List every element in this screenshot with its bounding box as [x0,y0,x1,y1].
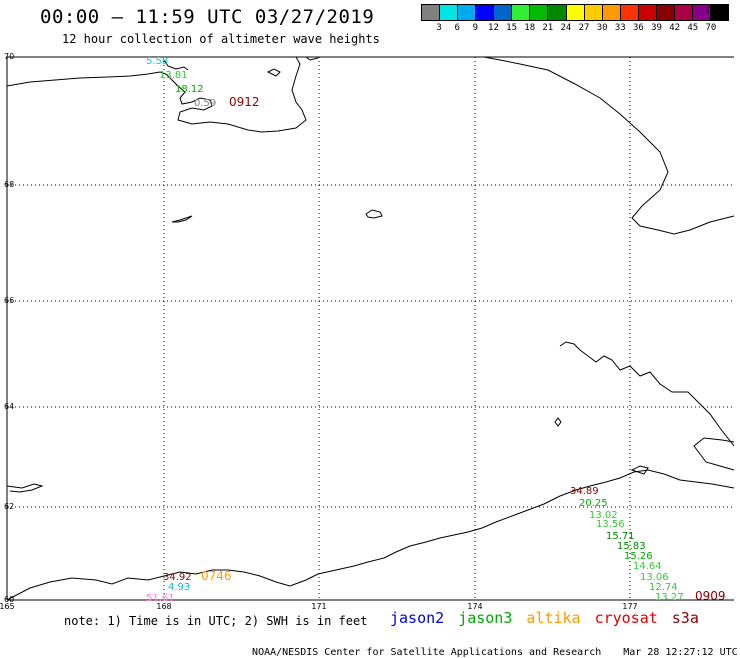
color-swatch [656,5,675,20]
generated-timestamp: Mar 28 12:27:12 UTC 2019 [623,647,738,658]
lon-tick-label: 168 [156,602,171,611]
lat-tick-label: 70 [4,52,14,61]
satellite-name: jason2 [390,609,445,627]
credit-line: NOAA/NESDIS Center for Satellite Applica… [240,636,740,658]
color-scale-tick: 3 [436,23,442,33]
north-track: 5.58 13.81 18.12 0.59 0912 [146,56,260,109]
map-frame [6,56,734,601]
color-scale-unit: (ft) [705,6,727,16]
wave-height-value: 13.02 [589,510,618,521]
color-scale-tick: 30 [596,23,608,33]
wave-height-value: 18.12 [175,84,204,95]
color-swatch [566,5,585,20]
lat-tick-label: 66 [4,296,14,305]
color-swatch [512,5,531,20]
wave-height-value: 13.56 [596,519,625,530]
latitude-labels: 70 68 66 64 62 60 [4,52,14,604]
satellite-name: jason3 [458,609,513,627]
color-swatch [530,5,549,20]
pass-id-label: 0912 [229,95,260,109]
lat-tick-label: 62 [4,502,14,511]
color-swatch [548,5,567,20]
lon-tick-label: 177 [622,602,637,611]
wave-height-value: 14.64 [633,561,662,572]
satellite-name: s3a [671,609,699,627]
color-scale-tick: 18 [524,23,536,33]
wave-height-value: 13.06 [640,572,669,583]
color-swatch [494,5,513,20]
lon-tick-label: 171 [311,602,326,611]
wave-height-value: 0.59 [194,98,216,109]
wave-height-value: 15.71 [606,531,635,542]
color-scale-tick: 33 [614,23,626,33]
color-scale-tick: 42 [669,23,681,33]
color-swatch [620,5,639,20]
color-swatch [422,5,441,20]
color-swatch [458,5,477,20]
color-swatch [711,5,729,20]
lat-tick-label: 68 [4,180,14,189]
wave-height-observations: 5.58 13.81 18.12 0.59 0912 34.89 20.25 1… [146,56,726,604]
color-scale-tick: 12 [488,23,499,33]
page-subtitle: 12 hour collection of altimeter wave hei… [62,32,380,46]
south-cluster: 34.92 4.93 51.61 0746 [146,569,232,604]
wave-height-value: 34.92 [163,572,192,583]
color-scale-legend: 3 6 9 12 15 18 21 24 27 30 33 36 39 42 45 70 (ft) [421,4,729,35]
wave-height-value: 15.26 [624,551,653,562]
color-scale-tick: 27 [578,23,590,33]
pass-id-label: 0746 [201,569,232,583]
satellite-name: altika [526,609,581,627]
east-track: 34.89 20.25 13.02 13.56 15.71 15.83 15.2… [570,486,726,603]
color-swatch [584,5,603,20]
color-scale-tick: 36 [632,23,644,33]
pass-id-label: 0909 [695,589,726,603]
wave-height-value: 4.93 [168,582,190,593]
lat-lon-gridlines [7,57,734,600]
longitude-labels: 165 168 171 174 177 [0,602,638,611]
lon-tick-label: 165 [0,602,15,611]
color-swatch [476,5,495,20]
wave-height-value: 13.81 [159,70,188,81]
satellite-legend: jason2 jason3 altika cryosat s3a [390,609,713,627]
wave-height-value: 13.27 [655,592,684,603]
color-scale-tick: 39 [651,23,662,33]
color-scale-tick: 70 [705,23,717,33]
color-swatch [674,5,693,20]
lat-tick-label: 60 [4,595,14,604]
wave-height-value: 51.61 [146,593,175,604]
color-scale-labels: 3 6 9 12 15 18 21 24 27 30 33 36 39 42 45 70 [421,21,729,35]
color-scale-tick: 15 [506,23,517,33]
color-swatch [638,5,657,20]
color-scale-tick: 6 [454,23,460,33]
lat-tick-label: 64 [4,402,14,411]
footnote: note: 1) Time is in UTC; 2) SWH is in fe… [64,614,368,628]
color-scale-tick: 24 [560,23,572,33]
wave-height-value: 20.25 [579,498,608,509]
color-scale-tick: 45 [687,23,699,33]
color-swatch [602,5,621,20]
color-swatch [692,5,711,20]
wave-height-value: 12.74 [649,582,678,593]
satellite-name: cryosat [594,609,658,627]
coastlines [6,56,735,601]
color-scale-swatches [421,4,729,21]
color-swatch [440,5,459,20]
wave-height-value: 5.58 [146,56,168,67]
lon-tick-label: 174 [467,602,482,611]
page-title: 00:00 – 11:59 UTC 03/27/2019 [40,6,375,28]
credit-text: NOAA/NESDIS Center for Satellite Applica… [252,647,602,658]
wave-height-value: 34.89 [570,486,599,497]
wave-height-value: 15.83 [617,541,646,552]
color-scale-tick: 21 [542,23,554,33]
color-scale-tick: 9 [472,23,479,33]
